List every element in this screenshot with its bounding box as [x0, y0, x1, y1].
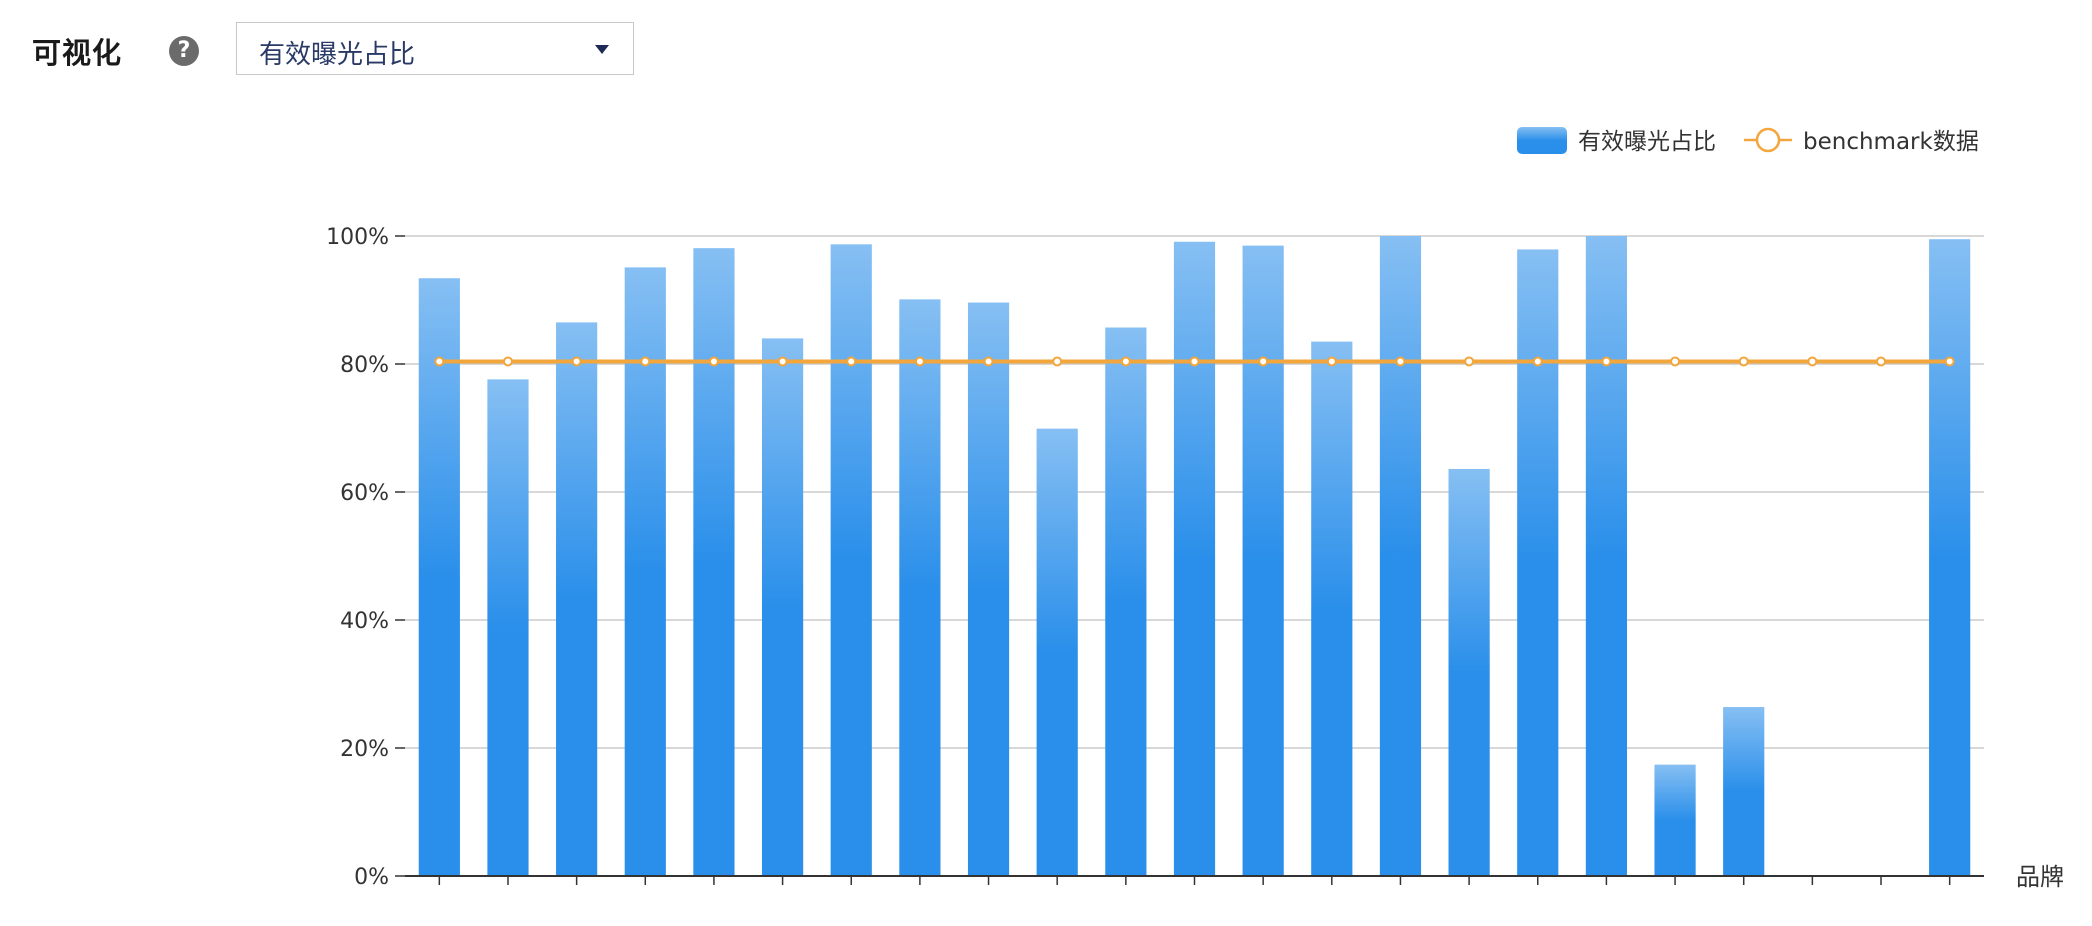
bar	[1929, 239, 1971, 876]
benchmark-point	[1052, 356, 1063, 367]
bar	[556, 322, 598, 876]
bar	[1723, 707, 1765, 876]
bar	[1654, 764, 1696, 876]
benchmark-point	[434, 356, 445, 367]
page-title: 可视化	[32, 36, 123, 70]
bar	[1517, 249, 1559, 876]
benchmark-point	[502, 356, 513, 367]
bar	[1036, 428, 1078, 876]
bar	[418, 278, 460, 876]
bar	[899, 299, 941, 876]
bar-series	[418, 236, 1971, 877]
caret-down-icon	[595, 45, 609, 54]
benchmark-point	[846, 356, 857, 367]
y-tick-label: 80%	[340, 353, 389, 378]
y-tick-label: 100%	[326, 225, 389, 250]
legend-swatch-marker	[1755, 127, 1781, 153]
benchmark-point	[1189, 356, 1200, 367]
y-tick-label: 0%	[354, 865, 389, 890]
legend: 有效曝光占比 benchmark数据	[1517, 127, 1979, 155]
benchmark-point	[1876, 356, 1887, 367]
bar	[487, 379, 529, 876]
x-axis-label: 品牌	[2016, 863, 2064, 891]
bar	[761, 338, 804, 876]
metric-select[interactable]: 有效曝光占比	[236, 22, 634, 75]
benchmark-point	[1464, 356, 1475, 367]
bar	[1585, 236, 1628, 876]
benchmark-point	[914, 356, 925, 367]
bar	[1242, 245, 1284, 877]
benchmark-point	[1532, 356, 1543, 367]
bar	[1379, 236, 1422, 876]
y-tick-label: 60%	[340, 481, 389, 506]
benchmark-series	[434, 356, 1955, 367]
y-tick-label: 20%	[340, 737, 389, 762]
benchmark-point	[777, 356, 788, 367]
legend-swatch-bar	[1517, 127, 1567, 154]
metric-select-value: 有效曝光占比	[259, 40, 416, 70]
bar	[967, 302, 1010, 876]
benchmark-point	[571, 356, 582, 367]
question-circle-icon[interactable]: ?	[169, 36, 199, 66]
benchmark-point	[1944, 356, 1955, 367]
bar	[624, 267, 666, 876]
bar	[1173, 241, 1216, 876]
axes: 0% 20% 40% 60% 80% 100% 品牌	[326, 225, 2064, 891]
benchmark-point	[983, 356, 994, 367]
toolbar: 可视化 ? 有效曝光占比	[0, 0, 2092, 100]
bar	[1311, 341, 1353, 877]
bar	[693, 248, 735, 876]
benchmark-point	[708, 356, 719, 367]
benchmark-point	[1670, 356, 1681, 367]
bar	[1105, 327, 1147, 876]
benchmark-point	[1395, 356, 1406, 367]
legend-label-bar: 有效曝光占比	[1578, 129, 1716, 155]
benchmark-point	[1120, 356, 1131, 367]
benchmark-point	[1258, 356, 1269, 367]
y-tick-label: 40%	[340, 609, 389, 634]
benchmark-point	[1738, 356, 1749, 367]
legend-label-line: benchmark数据	[1803, 129, 1979, 155]
benchmark-point	[1807, 356, 1818, 367]
benchmark-point	[1601, 356, 1612, 367]
bar	[830, 244, 872, 876]
benchmark-point	[1326, 356, 1337, 367]
benchmark-point	[640, 356, 651, 367]
bar	[1448, 468, 1490, 876]
